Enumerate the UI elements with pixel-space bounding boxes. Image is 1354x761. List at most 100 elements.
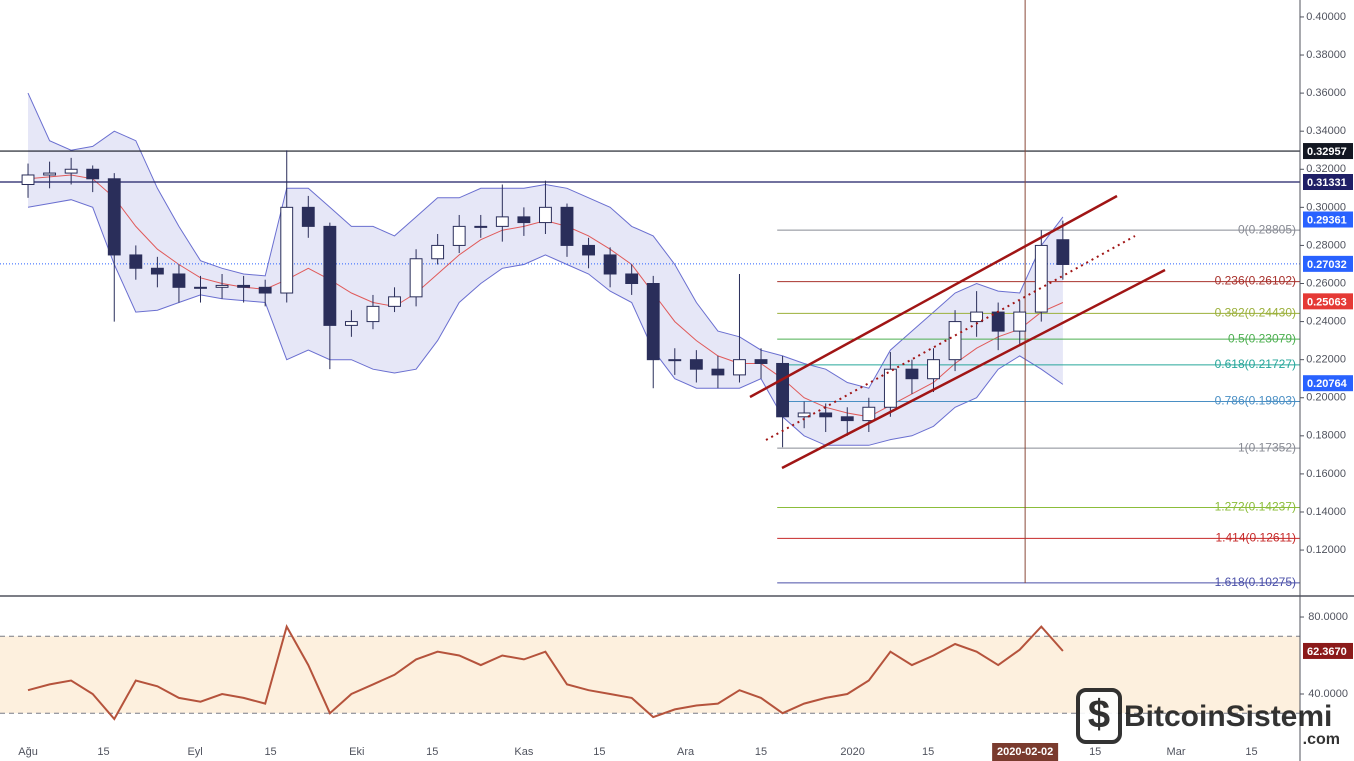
candle-body [819, 412, 833, 418]
candle-body [625, 273, 639, 285]
candle-body [129, 254, 143, 269]
fib-label: 1(0.17352) [1238, 440, 1296, 454]
candle-body [237, 284, 251, 288]
candle-body [733, 359, 746, 376]
band-fill [28, 93, 1063, 446]
candle-body [452, 225, 466, 246]
candle-body [883, 368, 897, 408]
front-layer: 0(0.28805) 0.236(0.26102) 0.382(0.24430) 0.… [18, 11, 1353, 761]
candle-body [905, 368, 919, 380]
candle-body [948, 321, 962, 361]
watermark-logo-glyph: $ [1088, 693, 1110, 737]
candle-body [539, 206, 552, 224]
candle-body [474, 225, 488, 228]
price-tag [1303, 375, 1353, 392]
price-tag-label: 0.20764 [1307, 378, 1348, 390]
y-tick-label: 0.32000 [1306, 163, 1346, 175]
candle-body [582, 244, 595, 256]
candle-body [150, 267, 164, 275]
candle-body [603, 254, 617, 275]
candle-body [970, 311, 984, 323]
x-tick-label: 2020 [840, 746, 864, 758]
x-tick-label: 15 [593, 746, 605, 758]
y-tick-label: 0.12000 [1306, 544, 1346, 556]
fib-label: 1.618(0.10275) [1215, 575, 1296, 589]
candle-body [689, 359, 703, 370]
fib-label: 0.382(0.24430) [1215, 306, 1296, 320]
watermark-text: BitcoinSistemi [1124, 700, 1332, 733]
channel-lower [781, 268, 1166, 470]
candle-body [344, 321, 358, 326]
fib-label: 0.5(0.23079) [1228, 331, 1296, 345]
price-tag [1303, 174, 1353, 191]
candle-body [194, 286, 207, 289]
x-tick-label: 15 [426, 746, 438, 758]
x-tick-label: 15 [1245, 746, 1257, 758]
price-tag [1303, 255, 1353, 272]
candle-body [560, 206, 574, 246]
y-tick-label: 0.20000 [1306, 392, 1346, 404]
candle-body [43, 172, 57, 176]
candle-body [646, 283, 660, 361]
candle-body [215, 284, 229, 288]
price-tag [1303, 293, 1353, 310]
x-tick-label: 15 [97, 746, 109, 758]
x-tick-label: Ara [677, 746, 695, 758]
price-tag [1303, 143, 1353, 160]
y-tick-label: 0.16000 [1306, 468, 1346, 480]
watermark-logo [1076, 688, 1122, 744]
y-tick-label: 0.28000 [1306, 239, 1346, 251]
y-tick-label: 0.22000 [1306, 354, 1346, 366]
candle-body [776, 362, 790, 418]
y-tick-label: 0.18000 [1306, 430, 1346, 442]
candle-body [366, 305, 380, 323]
x-tick-highlight [992, 743, 1059, 761]
candle-body [840, 416, 854, 422]
x-tick-label: 15 [264, 746, 276, 758]
x-tick-label: 2020-02-02 [997, 746, 1053, 758]
x-tick-label: Mar [1167, 746, 1186, 758]
price-tag-label: 0.29361 [1307, 214, 1347, 226]
fib-label: 0.618(0.21727) [1215, 357, 1296, 371]
fib-label: 1.414(0.12611) [1215, 531, 1296, 545]
candle-body [495, 216, 509, 227]
x-tick-label: Ağu [18, 746, 38, 758]
back-layer [0, 0, 1300, 714]
candle-body [862, 406, 876, 422]
candle-body [1034, 244, 1048, 313]
rsi-line [27, 623, 1064, 721]
watermark: $ BitcoinSistemi .com [1076, 688, 1340, 748]
x-tick-label: Eki [349, 746, 364, 758]
y-tick-label: 0.34000 [1306, 125, 1346, 137]
fib-label: 0.236(0.26102) [1215, 274, 1296, 288]
candle-body [431, 244, 445, 260]
candle-body [668, 359, 682, 362]
candle-body [21, 174, 35, 185]
fib-label: 1.272(0.14237) [1215, 500, 1296, 514]
candle-body [517, 216, 531, 224]
price-tag-label: 0.27032 [1307, 259, 1347, 271]
candle-layer [21, 150, 1070, 721]
candle-body [409, 258, 423, 298]
y-tick-label: 0.36000 [1306, 87, 1346, 99]
channel-upper [749, 194, 1118, 399]
x-tick-label: 15 [922, 746, 934, 758]
trend-channel [749, 194, 1166, 470]
candle-body [280, 206, 294, 294]
candle-body [107, 178, 121, 256]
candle-body [388, 296, 401, 307]
y-tick-label: 0.38000 [1306, 49, 1346, 61]
channel-mid [765, 235, 1136, 441]
x-tick-label: Kas [514, 746, 533, 758]
candle-body [86, 168, 100, 180]
candle-body [64, 168, 78, 174]
candle-body [991, 311, 1005, 332]
fib-label: 0(0.28805) [1238, 222, 1296, 236]
x-tick-label: 15 [1089, 746, 1101, 758]
x-tick-label: Eyl [187, 746, 202, 758]
y-tick-label: 0.14000 [1306, 506, 1346, 518]
rsi-last-tag [1303, 642, 1353, 659]
y-tick-label: 0.30000 [1306, 201, 1346, 213]
